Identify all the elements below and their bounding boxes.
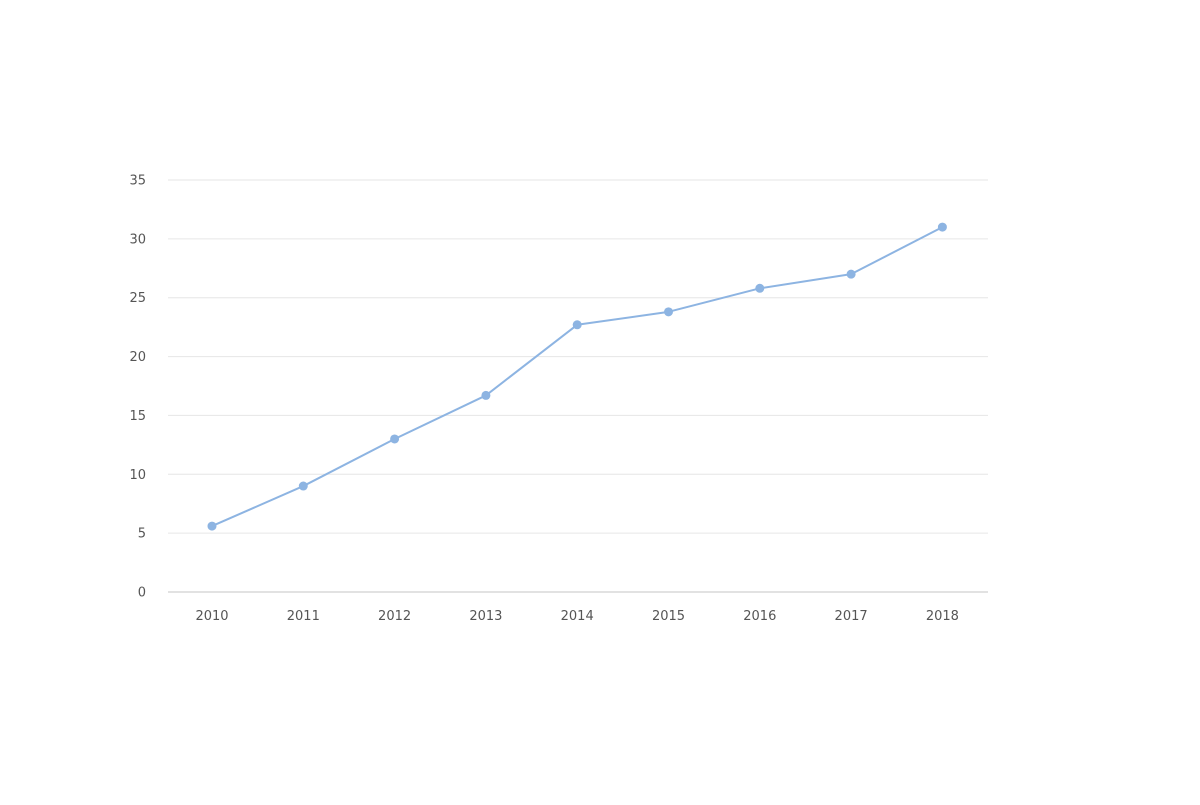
data-point[interactable] <box>846 269 856 279</box>
data-point[interactable] <box>937 222 947 232</box>
y-tick-label: 30 <box>129 232 146 247</box>
x-axis-tick-labels: 2010 2011 2012 2013 2014 2015 2016 2017 2018 <box>195 609 958 624</box>
y-tick-label: 25 <box>129 291 146 306</box>
y-axis-tick-labels: 0 5 10 15 20 25 30 35 <box>129 174 146 601</box>
x-tick-label: 2014 <box>561 609 594 624</box>
x-tick-label: 2011 <box>287 609 320 624</box>
x-tick-label: 2015 <box>652 609 685 624</box>
x-tick-label: 2012 <box>378 609 411 624</box>
data-point[interactable] <box>481 390 491 400</box>
data-point[interactable] <box>755 283 765 293</box>
x-tick-label: 2016 <box>743 609 776 624</box>
y-tick-label: 35 <box>129 174 146 189</box>
y-tick-label: 5 <box>138 527 146 542</box>
x-tick-label: 2010 <box>195 609 228 624</box>
x-tick-label: 2017 <box>835 609 868 624</box>
series-line <box>211 226 943 527</box>
x-tick-label: 2018 <box>926 609 959 624</box>
x-tick-label: 2013 <box>469 609 502 624</box>
series-line-group <box>211 226 943 527</box>
series-markers <box>207 222 947 531</box>
y-tick-label: 10 <box>129 468 146 483</box>
gridlines <box>168 179 988 593</box>
data-point[interactable] <box>572 320 582 330</box>
data-point[interactable] <box>298 481 308 491</box>
y-tick-label: 15 <box>129 409 146 424</box>
data-point[interactable] <box>664 307 673 317</box>
y-tick-label: 20 <box>129 350 146 365</box>
data-point[interactable] <box>207 521 217 531</box>
y-tick-label: 0 <box>138 586 146 601</box>
data-point[interactable] <box>390 434 400 444</box>
